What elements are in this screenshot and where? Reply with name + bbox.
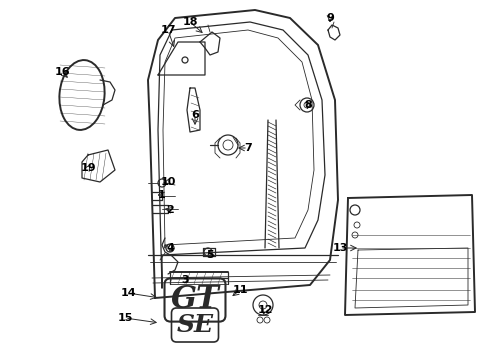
Text: SE: SE — [176, 313, 214, 337]
Text: 6: 6 — [191, 110, 199, 120]
Text: 15: 15 — [117, 313, 133, 323]
Text: 4: 4 — [166, 243, 174, 253]
Text: 16: 16 — [54, 67, 70, 77]
Text: 10: 10 — [160, 177, 176, 187]
Text: 17: 17 — [160, 25, 176, 35]
Text: 13: 13 — [332, 243, 348, 253]
Text: 14: 14 — [120, 288, 136, 298]
Text: 5: 5 — [206, 250, 214, 260]
Text: 7: 7 — [244, 143, 252, 153]
Text: 2: 2 — [166, 205, 174, 215]
Text: 12: 12 — [257, 305, 273, 315]
Text: 3: 3 — [181, 275, 189, 285]
Text: GT: GT — [171, 284, 220, 315]
Text: 1: 1 — [158, 190, 166, 200]
Text: 18: 18 — [182, 17, 198, 27]
Text: 8: 8 — [304, 100, 312, 110]
Text: 9: 9 — [326, 13, 334, 23]
Text: 11: 11 — [232, 285, 248, 295]
Text: 19: 19 — [80, 163, 96, 173]
